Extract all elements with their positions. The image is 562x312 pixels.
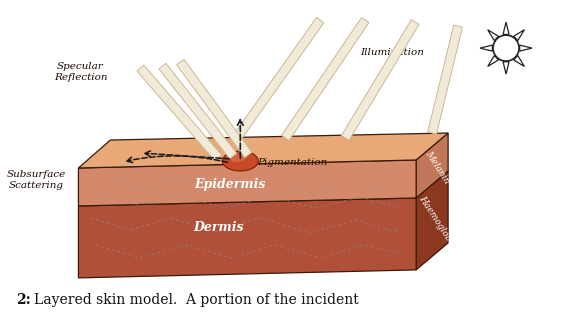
Polygon shape xyxy=(503,62,509,74)
Ellipse shape xyxy=(229,154,245,162)
Polygon shape xyxy=(341,20,419,140)
Polygon shape xyxy=(480,45,492,51)
Polygon shape xyxy=(520,45,532,51)
Text: Pigmentation: Pigmentation xyxy=(257,158,328,168)
Text: Melanin: Melanin xyxy=(423,149,451,186)
Text: 2:: 2: xyxy=(16,293,31,307)
Polygon shape xyxy=(416,171,448,270)
Polygon shape xyxy=(232,17,324,143)
Text: Illumination: Illumination xyxy=(360,48,424,56)
Text: Layered skin model.  A portion of the incident: Layered skin model. A portion of the inc… xyxy=(34,293,359,307)
Circle shape xyxy=(493,35,519,61)
Polygon shape xyxy=(428,25,463,134)
Text: Dermis: Dermis xyxy=(193,222,243,234)
Polygon shape xyxy=(282,17,369,140)
Polygon shape xyxy=(488,56,498,66)
Polygon shape xyxy=(176,59,252,158)
Text: Haemoglobin: Haemoglobin xyxy=(417,194,457,251)
Polygon shape xyxy=(514,56,524,66)
Polygon shape xyxy=(159,63,237,159)
Polygon shape xyxy=(79,133,448,168)
Text: Specular
Reflection: Specular Reflection xyxy=(54,62,107,82)
Text: Subsurface
Scattering: Subsurface Scattering xyxy=(7,170,66,190)
Polygon shape xyxy=(79,198,416,278)
Polygon shape xyxy=(79,160,416,206)
Ellipse shape xyxy=(223,151,259,171)
Polygon shape xyxy=(503,22,509,34)
Polygon shape xyxy=(488,30,498,41)
Polygon shape xyxy=(416,133,448,198)
Polygon shape xyxy=(137,65,221,161)
Text: Epidermis: Epidermis xyxy=(194,178,266,192)
Polygon shape xyxy=(514,30,524,41)
